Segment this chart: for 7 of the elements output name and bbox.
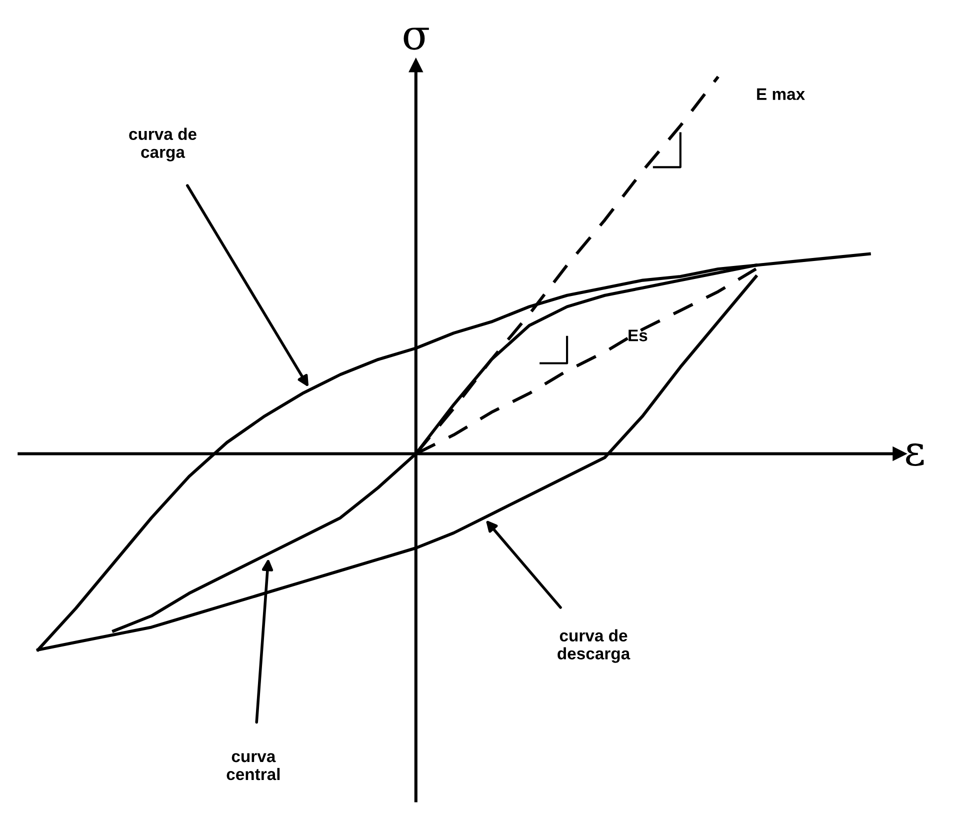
annotation: curva de carga [129, 128, 196, 162]
annotation: E max [757, 88, 805, 100]
y-axis-title: σ [404, 28, 429, 50]
annotation: curva de descarga [558, 629, 630, 663]
annotation: Es [628, 330, 648, 342]
text: curva central [226, 753, 280, 780]
x-axis-title: ε [906, 443, 924, 466]
